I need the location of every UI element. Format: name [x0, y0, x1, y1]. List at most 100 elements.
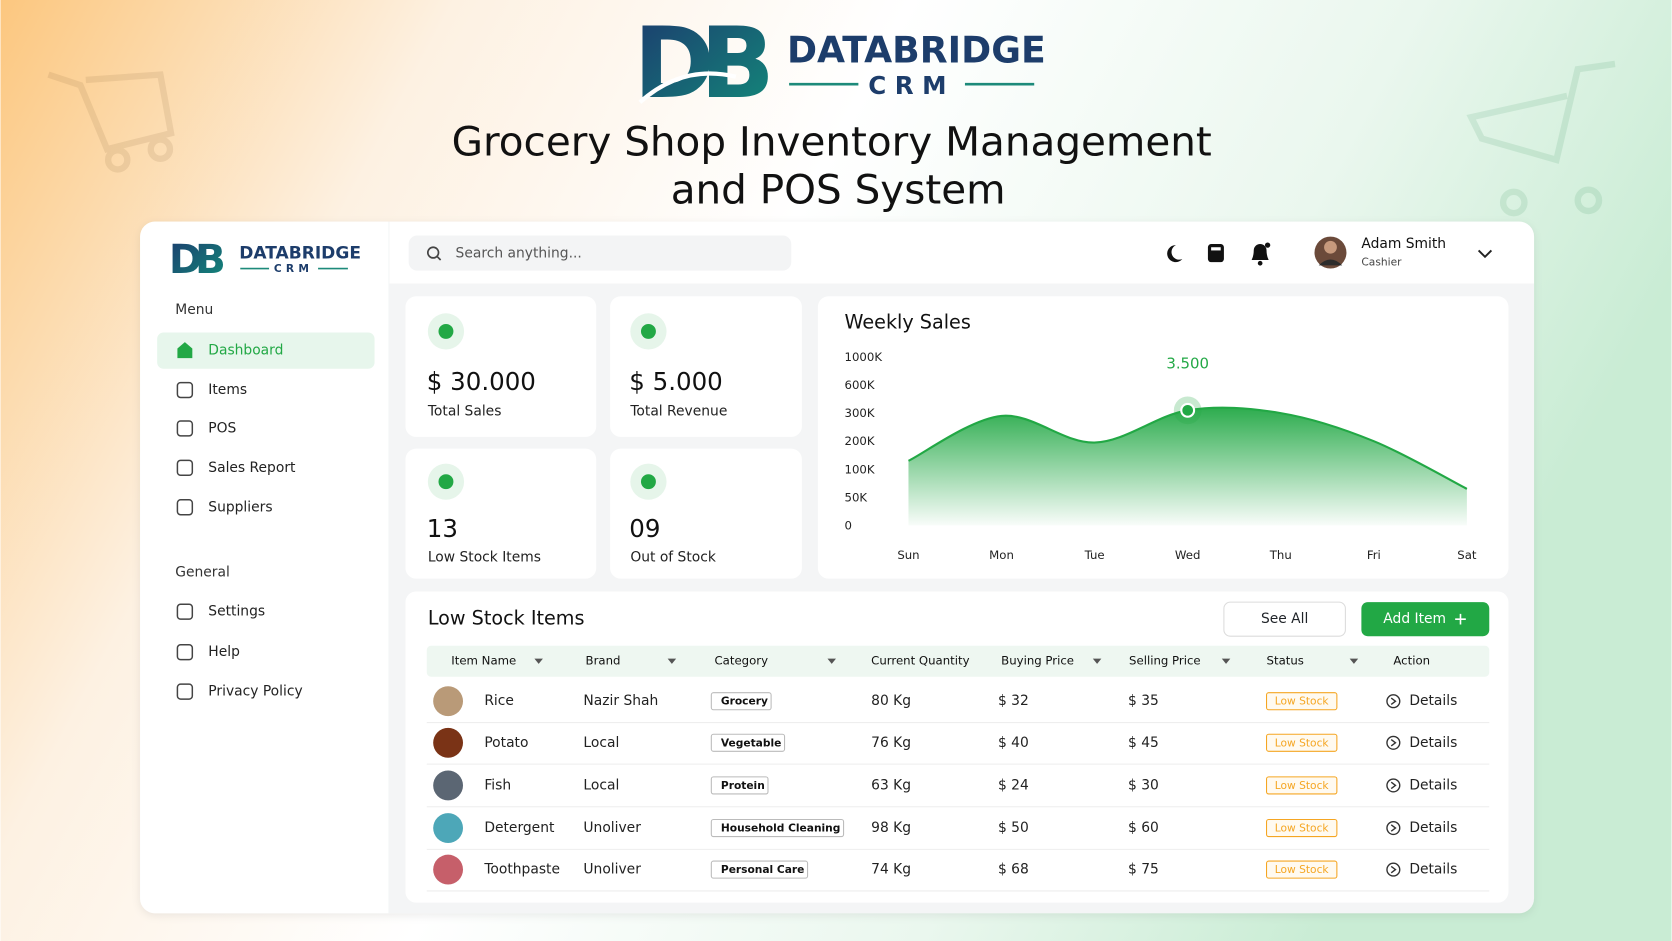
- user-menu-toggle[interactable]: [1477, 249, 1493, 259]
- details-icon: [1386, 778, 1401, 793]
- table-cell: 80 Kg: [871, 693, 911, 709]
- area: [908, 407, 1467, 526]
- filter-icon[interactable]: [1092, 658, 1102, 664]
- nav-item[interactable]: Sales Report: [208, 460, 296, 476]
- status-badge-text: Low Stock: [1275, 779, 1330, 792]
- y-tick-label: 1000K: [845, 350, 883, 364]
- brand: DATABRIDGE: [239, 244, 361, 264]
- logo-mark: DB: [169, 235, 224, 283]
- stat-value: $ 30.000: [427, 367, 536, 396]
- stat-icon: [438, 323, 454, 339]
- column-header: Status: [1267, 654, 1304, 668]
- y-tick-label: 50K: [845, 490, 868, 504]
- logo-mark: DB: [634, 7, 768, 121]
- theme-toggle[interactable]: [1167, 245, 1183, 263]
- status-badge-text: Low Stock: [1275, 822, 1330, 835]
- table-cell: $ 35: [1128, 693, 1159, 709]
- nav-icon: [176, 499, 194, 516]
- annotation: 3.500: [1166, 354, 1209, 372]
- active-nav-bg: [157, 332, 375, 369]
- brand-sub: CRM: [274, 262, 313, 275]
- see-all-button[interactable]: [1223, 601, 1346, 637]
- decor-carts: [47, 71, 175, 173]
- category-badge: [710, 733, 786, 752]
- page-title: and POS System: [671, 166, 1006, 214]
- table-card: [405, 591, 1509, 903]
- search-placeholder: Search anything...: [456, 246, 582, 262]
- details-link[interactable]: Details: [1409, 735, 1457, 751]
- nav-item[interactable]: Settings: [208, 604, 265, 620]
- status-badge: [1266, 860, 1338, 879]
- nav-item[interactable]: Help: [208, 644, 240, 660]
- add-item-button[interactable]: [1361, 602, 1490, 637]
- details-link[interactable]: Details: [1409, 862, 1457, 878]
- item-thumbnail: [433, 770, 464, 801]
- details-icon: [1390, 865, 1397, 874]
- brand: DATABRIDGE: [787, 29, 1046, 72]
- stat-icon: [640, 474, 656, 490]
- search-box[interactable]: [408, 235, 792, 271]
- notifications-button[interactable]: [1251, 244, 1269, 261]
- stat-icon: [640, 323, 656, 339]
- category-badge-text: Personal Care: [721, 863, 804, 876]
- table-cell: $ 24: [998, 777, 1029, 793]
- table-cell: 74 Kg: [871, 862, 911, 878]
- status-badge: [1266, 692, 1338, 711]
- table-cell: Toothpaste: [483, 862, 560, 878]
- column-header: Category: [715, 654, 769, 668]
- filter-icon[interactable]: [667, 658, 677, 664]
- table-cell: 98 Kg: [871, 820, 911, 836]
- stat-value: 09: [629, 514, 660, 543]
- table-cell: $ 60: [1128, 820, 1159, 836]
- nav-item[interactable]: Privacy Policy: [208, 684, 302, 700]
- column-header: Item Name: [451, 654, 516, 668]
- column-header: Buying Price: [1001, 654, 1074, 668]
- stat-value: 13: [427, 514, 458, 543]
- table-cell: $ 40: [998, 735, 1029, 751]
- user-role: Cashier: [1361, 256, 1402, 269]
- stat-label: Out of Stock: [630, 549, 716, 565]
- filter-icon[interactable]: [534, 658, 543, 664]
- status-badge: [1266, 818, 1338, 838]
- x-tick-label: Tue: [1084, 548, 1105, 562]
- section-label: Menu: [175, 302, 213, 318]
- calculator-button[interactable]: [1207, 244, 1224, 263]
- nav-item[interactable]: Suppliers: [208, 499, 272, 515]
- table-cell: Unoliver: [583, 862, 641, 878]
- filter-icon[interactable]: [1349, 658, 1359, 664]
- table-header-bg: [426, 645, 1490, 677]
- stat-label: Total Revenue: [629, 403, 727, 419]
- nav-item[interactable]: Items: [208, 382, 247, 398]
- table-cell: Detergent: [484, 820, 555, 836]
- column-header: Selling Price: [1129, 654, 1201, 668]
- nav-icon: [176, 683, 194, 700]
- table-cell: $ 68: [998, 862, 1029, 878]
- table-cell: 63 Kg: [871, 777, 911, 793]
- brand-sub: CRM: [868, 71, 955, 100]
- details-link[interactable]: Details: [1409, 777, 1457, 793]
- nav-icon: [176, 459, 194, 477]
- y-tick-label: 300K: [845, 406, 875, 420]
- details-icon: [1386, 862, 1401, 877]
- details-link[interactable]: Details: [1409, 693, 1457, 709]
- nav-icon: [176, 420, 194, 437]
- nav-item[interactable]: Dashboard: [208, 343, 283, 359]
- table-cell: Local: [583, 777, 619, 793]
- table-cell: $ 75: [1128, 862, 1159, 878]
- details-link[interactable]: Details: [1409, 820, 1457, 836]
- section-label: General: [175, 564, 230, 580]
- details-icon: [1386, 820, 1401, 836]
- table-cell: Unoliver: [583, 820, 641, 836]
- category-badge-text: Household Cleaning: [721, 822, 840, 835]
- item-thumbnail: [433, 727, 464, 758]
- y-tick-label: 0: [845, 518, 852, 532]
- nav-item[interactable]: POS: [208, 420, 236, 436]
- x-tick-label: Fri: [1367, 548, 1381, 562]
- filter-icon[interactable]: [1221, 658, 1231, 664]
- column-header: Current Quantity: [871, 654, 969, 668]
- details-icon: [1390, 697, 1397, 705]
- filter-icon[interactable]: [827, 658, 836, 664]
- details-icon: [1390, 739, 1397, 747]
- stat-label: Low Stock Items: [428, 549, 541, 565]
